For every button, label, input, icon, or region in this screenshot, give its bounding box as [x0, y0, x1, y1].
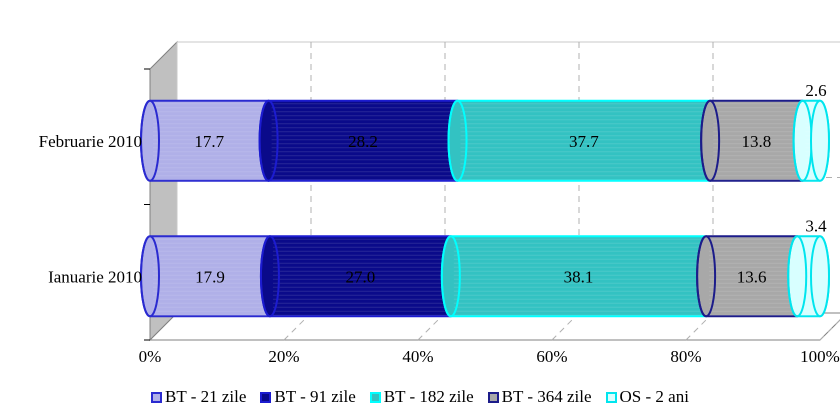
data-label: 37.7	[569, 132, 599, 151]
data-label: 2.6	[805, 81, 826, 100]
data-label: 17.9	[195, 267, 225, 286]
data-label: 3.4	[805, 216, 827, 235]
x-axis-ticks: 0% 20% 40% 60% 80% 100%	[139, 347, 840, 366]
legend-item: BT - 21 zile	[151, 387, 246, 407]
legend-item: BT - 364 zile	[487, 387, 592, 407]
bar-segment	[440, 235, 717, 318]
legend-item: BT - 182 zile	[369, 387, 474, 407]
legend-label: BT - 182 zile	[383, 387, 474, 406]
legend-swatch	[151, 391, 163, 403]
legend-label: OS - 2 ani	[619, 387, 689, 406]
bar-seam	[700, 99, 721, 182]
data-label: 13.6	[737, 267, 767, 286]
bars: 17.7 28.2 37.7 13.8 2.6 17.9 27.0 38.1 13.6 3.4	[140, 81, 830, 318]
legend-swatch	[369, 391, 381, 403]
category-label: Ianuarie 2010	[48, 267, 142, 286]
legend-label: BT - 364 zile	[501, 387, 592, 406]
category-label: Februarie 2010	[39, 132, 142, 151]
x-tick-label: 20%	[268, 347, 299, 366]
legend-item: BT - 91 zile	[260, 387, 356, 407]
x-tick-label: 0%	[139, 347, 162, 366]
bar-end-cap	[810, 235, 830, 318]
bar-seam	[440, 235, 461, 318]
x-tick-label: 100%	[800, 347, 840, 366]
data-label: 13.8	[741, 132, 771, 151]
y-axis-categories: Februarie 2010 Ianuarie 2010	[39, 132, 142, 287]
floor	[148, 312, 840, 341]
legend-label: BT - 91 zile	[274, 387, 356, 406]
data-label: 27.0	[346, 267, 376, 286]
legend-label: BT - 21 zile	[165, 387, 247, 406]
legend-swatch	[260, 391, 272, 403]
bar-seam	[787, 235, 808, 318]
stacked-bar-chart: 17.7 28.2 37.7 13.8 2.6 17.9 27.0 38.1 13.6 3.4 0…	[39, 40, 840, 366]
legend: BT - 21 zile BT - 91 zile BT - 182 zile BT …	[0, 385, 840, 409]
x-tick-label: 80%	[670, 347, 701, 366]
bar-end-cap	[810, 99, 830, 182]
bar-segment	[140, 235, 280, 318]
legend-swatch	[487, 391, 499, 403]
bar-seam	[140, 99, 160, 182]
legend-swatch	[605, 391, 617, 403]
bar-segment	[140, 99, 279, 182]
bar-seam	[258, 99, 279, 182]
legend-item: OS - 2 ani	[605, 387, 689, 407]
x-tick-label: 60%	[536, 347, 567, 366]
data-label: 38.1	[564, 267, 594, 286]
data-label: 17.7	[194, 132, 224, 151]
x-tick-label: 40%	[402, 347, 433, 366]
bar-seam	[140, 235, 160, 318]
bar-seam	[696, 235, 717, 318]
bar-seam	[259, 235, 280, 318]
bar-seam	[447, 99, 468, 182]
bar-segment	[258, 99, 468, 182]
data-label: 28.2	[348, 132, 378, 151]
